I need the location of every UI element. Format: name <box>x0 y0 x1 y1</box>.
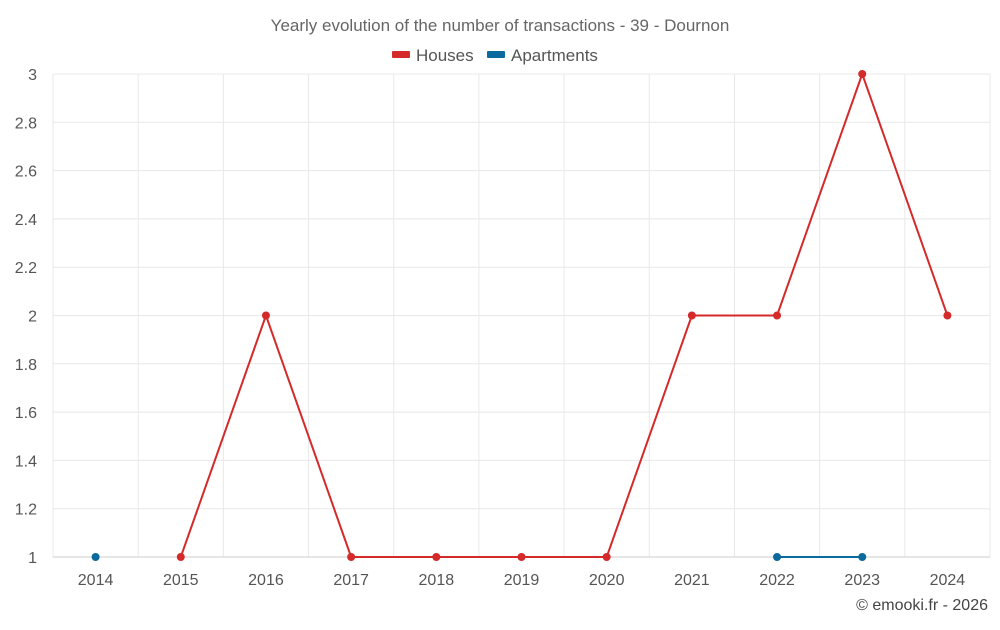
x-axis: 2014 2015 2016 2017 2018 2019 2020 2021 2022 2023… <box>78 572 966 589</box>
x-tick-label: 2024 <box>930 572 966 589</box>
x-tick-label: 2014 <box>78 572 114 589</box>
data-point-houses[interactable] <box>432 553 441 561</box>
y-tick-label: 2.2 <box>15 260 37 277</box>
x-tick-label: 2020 <box>589 572 625 589</box>
y-tick-label: 2 <box>28 309 37 326</box>
x-tick-label: 2017 <box>333 572 369 589</box>
y-axis: 1 1.2 1.4 1.6 1.8 2 2.2 2.4 2.6 2.8 3 <box>15 67 37 567</box>
data-point-houses[interactable] <box>773 311 782 320</box>
chart-title: Yearly evolution of the number of transa… <box>271 16 730 35</box>
data-point-houses[interactable] <box>602 553 611 561</box>
data-point-apartments[interactable] <box>91 553 100 561</box>
x-tick-label: 2022 <box>759 572 795 589</box>
y-tick-label: 1.2 <box>15 502 37 519</box>
x-tick-label: 2023 <box>844 572 880 589</box>
y-tick-label: 1.8 <box>15 357 37 374</box>
legend-swatch-houses <box>392 51 410 58</box>
y-tick-label: 2.4 <box>15 212 37 229</box>
data-point-houses[interactable] <box>687 311 696 320</box>
legend-label-apartments: Apartments <box>511 46 598 65</box>
legend-item-houses[interactable]: Houses <box>392 46 474 65</box>
data-point-houses[interactable] <box>943 311 952 320</box>
y-tick-label: 3 <box>28 67 37 84</box>
x-tick-label: 2019 <box>504 572 540 589</box>
x-tick-label: 2016 <box>248 572 284 589</box>
data-point-houses[interactable] <box>261 311 270 320</box>
y-tick-label: 2.6 <box>15 164 37 181</box>
y-tick-label: 1.6 <box>15 405 37 422</box>
data-point-apartments[interactable] <box>858 553 867 561</box>
y-tick-label: 1.4 <box>15 453 37 470</box>
legend: Houses Apartments <box>392 46 598 65</box>
data-point-apartments[interactable] <box>773 553 782 561</box>
legend-swatch-apartments <box>487 51 505 58</box>
legend-label-houses: Houses <box>416 46 474 65</box>
credit-text: © emooki.fr - 2026 <box>856 597 988 614</box>
data-point-houses[interactable] <box>517 553 526 561</box>
x-tick-label: 2018 <box>419 572 455 589</box>
x-tick-label: 2015 <box>163 572 199 589</box>
series-line-houses <box>179 73 949 558</box>
series-points <box>91 70 952 561</box>
series-lines <box>179 73 949 558</box>
data-point-houses[interactable] <box>347 553 356 561</box>
y-tick-label: 1 <box>28 550 37 567</box>
grid <box>52 73 991 558</box>
legend-item-apartments[interactable]: Apartments <box>487 46 598 65</box>
x-tick-label: 2021 <box>674 572 710 589</box>
data-point-houses[interactable] <box>176 553 185 561</box>
data-point-houses[interactable] <box>858 70 867 78</box>
y-tick-label: 2.8 <box>15 115 37 132</box>
